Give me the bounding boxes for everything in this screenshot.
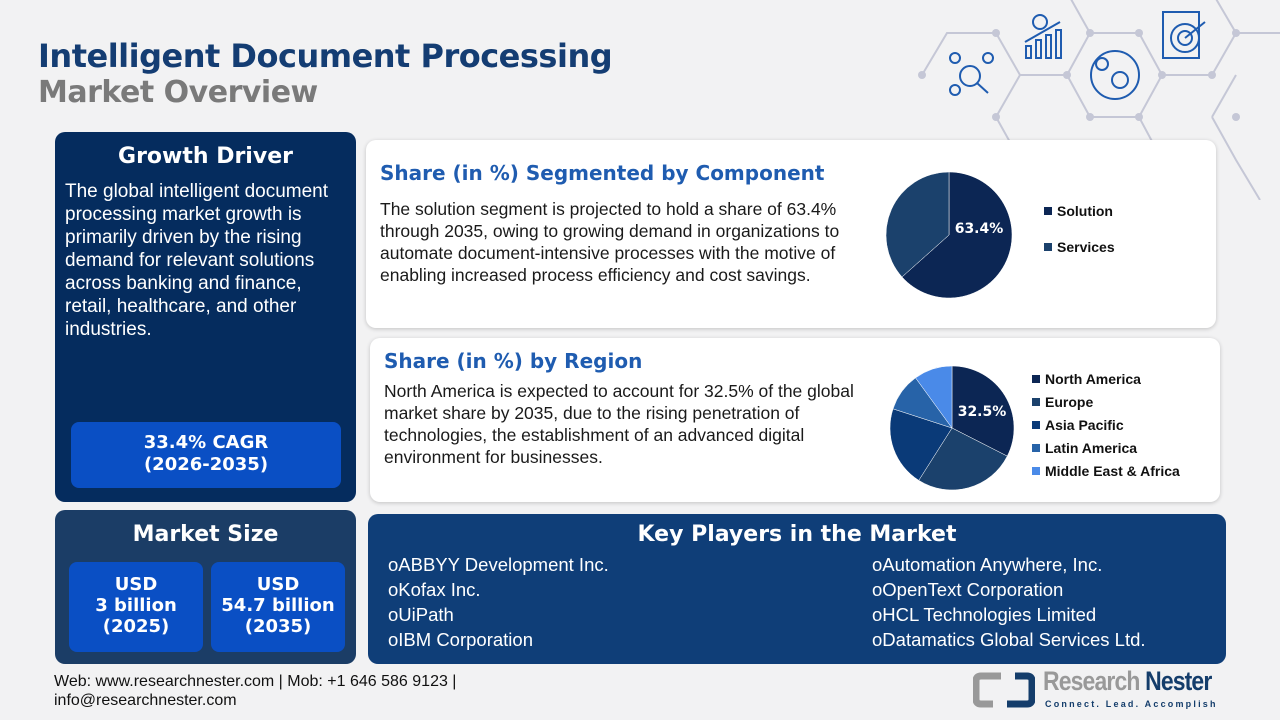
pie-data-label: 32.5% [958,404,1007,420]
region-title: Share (in %) by Region [384,349,643,373]
legend-item: Latin America [1032,440,1180,456]
pie-slice-services [885,171,950,278]
research-nester-logo: Research Nester Connect. Lead. Accomplis… [973,666,1223,716]
region-pie-chart: 32.5% [889,365,1015,491]
legend-item: Solution [1044,203,1115,219]
key-player-item: oUiPath [388,604,454,625]
pie-slice-asia-pacific [889,408,953,481]
component-pie-chart: 63.4% [885,171,1013,299]
currency: USD [256,574,300,595]
logo-text-nester: Nester [1145,666,1212,696]
pie-slice-solution [901,171,1013,299]
logo-text-research: Research [1043,666,1140,696]
value: 54.7 billion [221,595,335,616]
players-list-left: oABBYY Development Inc. oKofax Inc. oUiPat… [388,552,609,652]
region-card: Share (in %) by Region North America is … [370,338,1220,502]
key-player-item: oHCL Technologies Limited [872,604,1097,625]
growth-driver-text: The global intelligent document processi… [65,181,329,340]
legend-swatch [1032,444,1040,452]
pie-slice-middle-east-africa [915,365,953,429]
network-analytics-icon [949,52,994,96]
currency: USD [114,574,158,595]
pie-slice-north-america [951,365,1015,457]
key-player-item: oDatamatics Global Services Ltd. [872,629,1146,650]
legend-label: Middle East & Africa [1045,463,1180,479]
pie-slice-europe [918,427,1008,491]
component-legend: Solution Services [1044,203,1115,275]
pie-data-label: 63.4% [955,221,1004,237]
growth-chart-icon [1024,14,1062,59]
key-player-item: oOpenText Corporation [872,579,1064,600]
legend-swatch [1032,398,1040,406]
market-size-2025: USD 3 billion (2025) [69,562,203,652]
legend-swatch [1032,467,1040,475]
component-text: The solution segment is projected to hol… [380,199,840,285]
legend-label: North America [1045,371,1141,387]
legend-label: Services [1057,239,1115,255]
footer-web-phone[interactable]: Web: www.researchnester.com | Mob: +1 64… [54,673,457,690]
legend-item: Middle East & Africa [1032,463,1180,479]
market-size-title: Market Size [132,522,279,547]
logo-mark-icon [973,672,1035,708]
page-subtitle: Market Overview [38,75,318,110]
target-clipboard-icon [1162,11,1206,59]
key-player-item: oKofax Inc. [388,579,481,600]
key-player-item: oAutomation Anywhere, Inc. [872,554,1103,575]
players-list-right: oAutomation Anywhere, Inc. oOpenText Corp… [872,552,1146,652]
cagr-value: 33.4% CAGR [143,432,269,453]
region-legend: North America Europe Asia Pacific Latin Ame… [1032,371,1180,486]
year: (2025) [102,616,170,637]
key-player-item: oABBYY Development Inc. [388,554,609,575]
hex-network-decoration [918,0,1280,200]
legend-item: Services [1044,239,1115,255]
key-player-item: oIBM Corporation [388,629,533,650]
key-players-panel: Key Players in the Market oABBYY Develop… [368,514,1226,664]
cagr-period: (2026-2035) [143,454,269,475]
legend-item: Asia Pacific [1032,417,1180,433]
footer-contact: Web: www.researchnester.com | Mob: +1 64… [54,672,456,710]
legend-label: Latin America [1045,440,1138,456]
growth-driver-panel: Growth Driver The global intelligent doc… [55,132,356,502]
cagr-box: 33.4% CAGR (2026-2035) [71,422,341,488]
page-title: Intelligent Document Processing [38,37,613,75]
legend-swatch [1044,243,1052,251]
legend-label: Solution [1057,203,1113,219]
global-market-icon [1090,50,1140,100]
legend-swatch [1032,421,1040,429]
year: (2035) [244,616,312,637]
footer-email[interactable]: info@researchnester.com [54,692,237,709]
component-card: Share (in %) Segmented by Component The … [366,140,1216,328]
legend-item: North America [1032,371,1180,387]
market-size-2035: USD 54.7 billion (2035) [211,562,345,652]
market-size-panel: Market Size USD 3 billion (2025) USD 54.… [55,510,356,664]
legend-swatch [1044,207,1052,215]
key-players-title: Key Players in the Market [637,522,957,547]
legend-swatch [1032,375,1040,383]
growth-driver-title: Growth Driver [118,144,293,169]
logo-tagline: Connect. Lead. Accomplish [1045,699,1218,709]
legend-label: Asia Pacific [1045,417,1124,433]
legend-item: Europe [1032,394,1180,410]
value: 3 billion [95,595,177,616]
component-title: Share (in %) Segmented by Component [380,161,825,185]
legend-label: Europe [1045,394,1094,410]
region-text: North America is expected to account for… [384,381,854,467]
